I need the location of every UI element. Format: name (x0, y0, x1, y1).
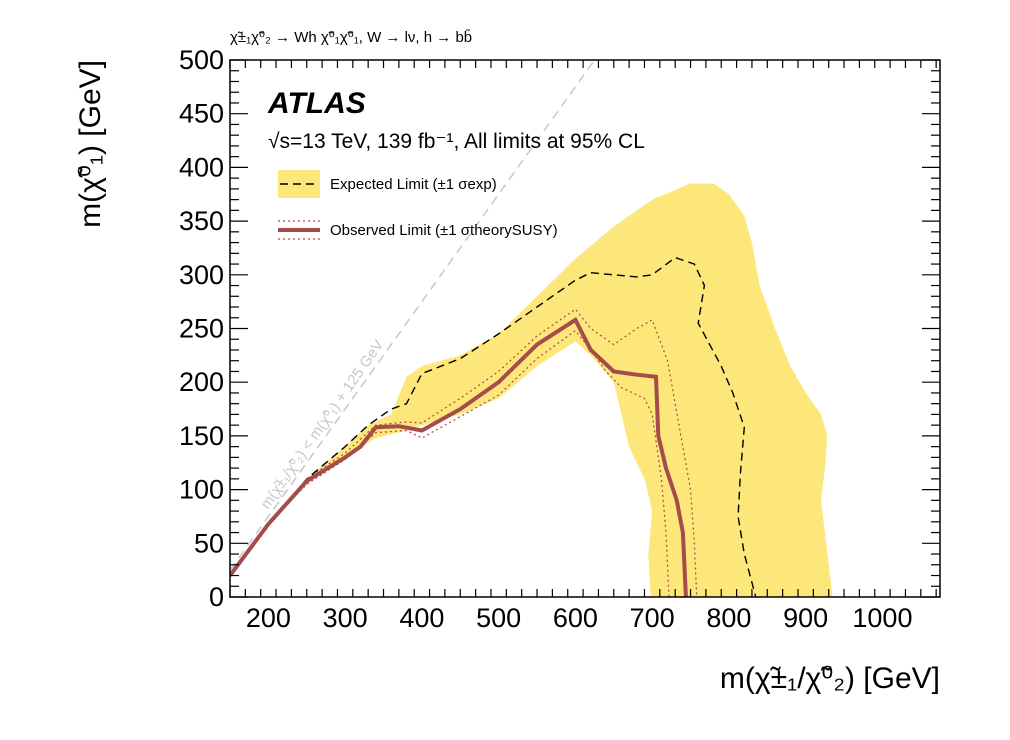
y-tick-label: 200 (179, 367, 224, 397)
x-axis-title: m(χ̃±₁/χ̃⁰₂) [GeV] (720, 662, 940, 695)
process-label: χ̃±₁χ̃⁰₂ → Wh χ̃⁰₁χ̃⁰₁, W → lν, h → bb̄ (230, 29, 472, 46)
y-tick-label: 350 (179, 206, 224, 236)
y-tick-label: 100 (179, 475, 224, 505)
x-tick-label: 600 (553, 603, 598, 633)
axis-ticks (229, 59, 940, 598)
x-tick-label: 300 (323, 603, 368, 633)
x-tick-label: 800 (706, 603, 751, 633)
expected-limit-line (230, 256, 757, 597)
x-tick-label: 200 (246, 603, 291, 633)
legend-expected-label: Expected Limit (±1 σexp) (330, 176, 497, 193)
diagonal-label: m(χ̃±₁/χ̃⁰₂) < m(χ̃⁰₁) + 125 GeV (257, 337, 387, 513)
x-tick-labels: 200 300 400 500 600 700 800 900 1000 (246, 603, 913, 633)
y-tick-label: 400 (179, 152, 224, 182)
y-tick-label: 500 (179, 45, 224, 75)
observed-up-line (230, 308, 698, 597)
legend-observed-label: Observed Limit (±1 σtheorySUSY) (330, 222, 558, 239)
x-tick-label: 400 (399, 603, 444, 633)
experiment-label: ATLAS (267, 87, 366, 120)
energy-label: √s=13 TeV, 139 fb⁻¹, All limits at 95% C… (268, 130, 645, 153)
y-axis-title: m(χ̃⁰₁) [GeV] (74, 60, 107, 228)
y-tick-label: 150 (179, 421, 224, 451)
y-tick-label: 450 (179, 99, 224, 129)
x-tick-label: 900 (783, 603, 828, 633)
x-tick-label: 1000 (852, 603, 912, 633)
y-tick-label: 0 (209, 582, 224, 612)
expected-band (230, 183, 833, 597)
y-tick-label: 50 (194, 528, 224, 558)
y-tick-label: 250 (179, 314, 224, 344)
x-tick-label: 700 (630, 603, 675, 633)
observed-limit-line (230, 317, 688, 597)
y-tick-label: 300 (179, 260, 224, 290)
x-tick-label: 500 (476, 603, 521, 633)
legend: Expected Limit (±1 σexp) Observed Limit … (278, 170, 558, 240)
y-tick-labels: 0 50 100 150 200 250 300 350 400 450 500 (179, 45, 224, 612)
